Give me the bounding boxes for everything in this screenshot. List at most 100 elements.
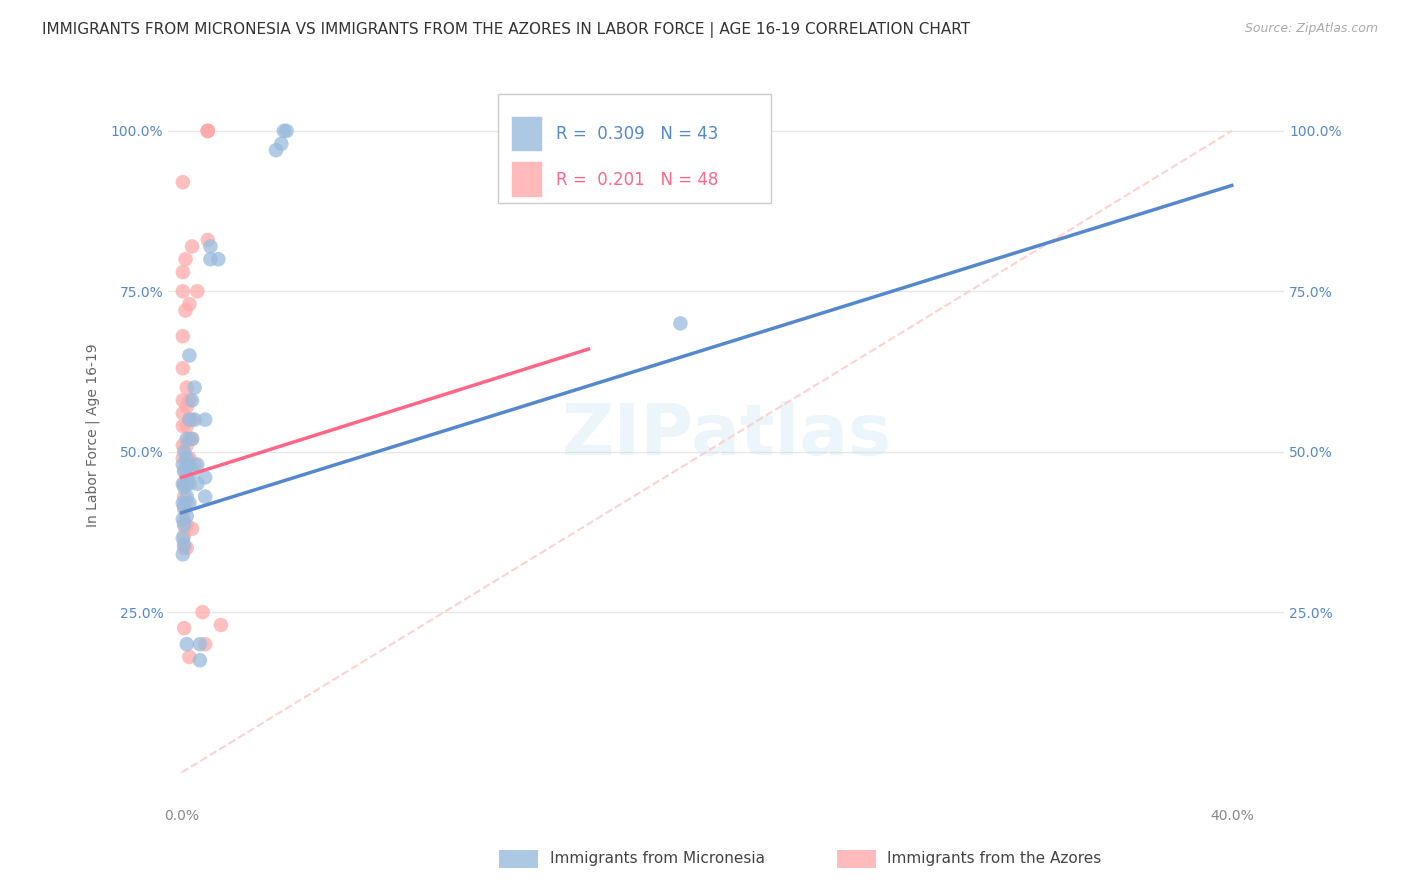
Point bbox=[173, 476, 195, 491]
Point bbox=[172, 265, 194, 279]
Point bbox=[200, 239, 222, 253]
Point bbox=[173, 480, 195, 494]
Point bbox=[179, 432, 201, 446]
Point bbox=[173, 444, 195, 458]
FancyBboxPatch shape bbox=[498, 94, 770, 203]
Point bbox=[197, 124, 219, 138]
Point bbox=[172, 438, 194, 452]
Point bbox=[179, 458, 201, 472]
Point bbox=[183, 412, 205, 426]
Point bbox=[179, 412, 201, 426]
Point bbox=[197, 233, 219, 247]
Point bbox=[276, 124, 298, 138]
Point bbox=[176, 438, 198, 452]
Point bbox=[273, 124, 295, 138]
Point bbox=[172, 406, 194, 420]
Point bbox=[174, 252, 197, 267]
Point bbox=[172, 393, 194, 408]
Point bbox=[181, 412, 204, 426]
Point bbox=[176, 458, 198, 472]
FancyBboxPatch shape bbox=[510, 116, 543, 151]
Point bbox=[176, 380, 198, 394]
Point bbox=[186, 458, 208, 472]
Point bbox=[191, 605, 214, 619]
Point bbox=[197, 124, 219, 138]
Point bbox=[173, 516, 195, 530]
Text: Source: ZipAtlas.com: Source: ZipAtlas.com bbox=[1244, 22, 1378, 36]
Text: R =  0.201   N = 48: R = 0.201 N = 48 bbox=[555, 171, 718, 189]
Point bbox=[176, 400, 198, 414]
Text: Immigrants from the Azores: Immigrants from the Azores bbox=[887, 852, 1101, 866]
Point bbox=[172, 419, 194, 434]
Point bbox=[179, 650, 201, 665]
Point bbox=[173, 464, 195, 478]
Point bbox=[172, 361, 194, 376]
Point bbox=[207, 252, 229, 267]
Point bbox=[176, 496, 198, 510]
Point bbox=[209, 618, 232, 632]
Point bbox=[194, 470, 217, 484]
Point bbox=[179, 393, 201, 408]
Point bbox=[176, 470, 198, 484]
Point bbox=[176, 451, 198, 466]
Point bbox=[173, 538, 195, 552]
Point bbox=[176, 432, 198, 446]
Point bbox=[174, 303, 197, 318]
Point bbox=[200, 252, 222, 267]
Point bbox=[186, 476, 208, 491]
Point bbox=[179, 297, 201, 311]
Point bbox=[179, 349, 201, 363]
Point bbox=[172, 285, 194, 299]
Point bbox=[172, 451, 194, 466]
Text: ZIPatlas: ZIPatlas bbox=[561, 401, 891, 470]
Point bbox=[179, 451, 201, 466]
Point bbox=[181, 239, 204, 253]
Point bbox=[173, 541, 195, 555]
FancyBboxPatch shape bbox=[510, 161, 543, 197]
Point bbox=[181, 464, 204, 478]
Point bbox=[183, 458, 205, 472]
Point bbox=[194, 490, 217, 504]
Point bbox=[188, 653, 211, 667]
Point bbox=[194, 412, 217, 426]
Point bbox=[183, 380, 205, 394]
Text: Immigrants from Micronesia: Immigrants from Micronesia bbox=[550, 852, 765, 866]
Point bbox=[176, 476, 198, 491]
Point bbox=[264, 143, 287, 157]
Point bbox=[181, 432, 204, 446]
Point bbox=[179, 412, 201, 426]
Point bbox=[172, 532, 194, 546]
Point bbox=[172, 512, 194, 526]
Point bbox=[172, 175, 194, 189]
Point bbox=[176, 637, 198, 651]
Point bbox=[173, 621, 195, 635]
Point bbox=[179, 476, 201, 491]
Point bbox=[172, 458, 194, 472]
Point bbox=[173, 518, 195, 533]
Point bbox=[172, 476, 194, 491]
Point bbox=[173, 500, 195, 514]
Point bbox=[186, 285, 208, 299]
Point bbox=[197, 124, 219, 138]
Point bbox=[176, 518, 198, 533]
Point bbox=[181, 393, 204, 408]
Point bbox=[173, 490, 195, 504]
Point bbox=[179, 496, 201, 510]
Point bbox=[173, 464, 195, 478]
Y-axis label: In Labor Force | Age 16-19: In Labor Force | Age 16-19 bbox=[86, 343, 100, 527]
Point bbox=[176, 419, 198, 434]
Text: R =  0.309   N = 43: R = 0.309 N = 43 bbox=[555, 125, 718, 143]
Point bbox=[176, 490, 198, 504]
Point bbox=[172, 329, 194, 343]
Point bbox=[194, 637, 217, 651]
Point bbox=[173, 502, 195, 516]
Point bbox=[181, 432, 204, 446]
Point bbox=[172, 496, 194, 510]
Text: IMMIGRANTS FROM MICRONESIA VS IMMIGRANTS FROM THE AZORES IN LABOR FORCE | AGE 16: IMMIGRANTS FROM MICRONESIA VS IMMIGRANTS… bbox=[42, 22, 970, 38]
Point bbox=[669, 317, 692, 331]
Point bbox=[181, 522, 204, 536]
Point bbox=[176, 541, 198, 555]
Point bbox=[270, 136, 292, 151]
Point bbox=[176, 508, 198, 523]
Point bbox=[173, 528, 195, 542]
